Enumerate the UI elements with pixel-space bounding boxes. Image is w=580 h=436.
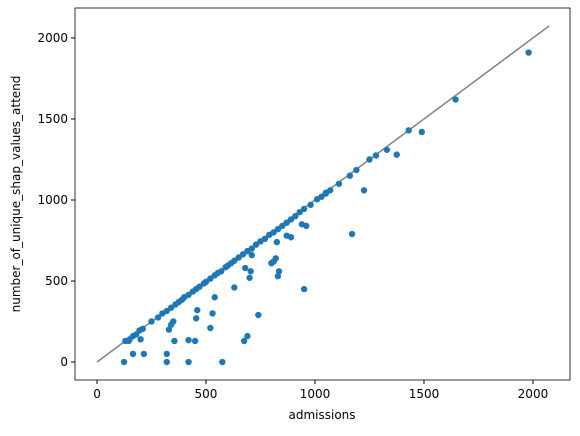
point (231, 257, 238, 264)
point (129, 350, 137, 358)
point (272, 255, 279, 262)
point (283, 219, 290, 226)
point (219, 358, 226, 366)
point (154, 314, 162, 321)
point (372, 152, 380, 159)
point (163, 358, 170, 366)
point (248, 245, 255, 252)
point (348, 230, 356, 238)
point (239, 251, 247, 258)
point (235, 254, 242, 261)
point (318, 193, 325, 200)
point (418, 128, 425, 136)
point (327, 187, 334, 194)
point (303, 222, 310, 230)
y-tick-label: 1500 (37, 112, 68, 126)
point (170, 318, 177, 325)
x-tick-label: 2000 (518, 387, 549, 401)
point (360, 187, 368, 194)
point (353, 166, 360, 174)
point (275, 268, 283, 275)
point (270, 229, 277, 236)
point (207, 275, 214, 282)
point (273, 238, 281, 246)
point (335, 180, 343, 187)
point (296, 208, 303, 216)
point (185, 291, 192, 298)
plot-frame (74, 7, 571, 381)
point (148, 318, 155, 325)
point (246, 274, 253, 281)
point (452, 96, 459, 103)
point (300, 285, 308, 293)
x-tick-label: 1500 (409, 387, 440, 401)
point (202, 278, 210, 286)
point (207, 324, 214, 332)
x-tick-label: 500 (195, 387, 218, 401)
point (248, 251, 255, 259)
point (307, 201, 314, 209)
point (393, 151, 400, 158)
point (240, 337, 248, 345)
point (140, 350, 148, 358)
point (255, 311, 262, 319)
point (292, 212, 299, 220)
point (191, 337, 199, 345)
point (194, 306, 201, 314)
point (139, 325, 146, 333)
point (231, 284, 238, 291)
point (405, 127, 412, 134)
point (192, 315, 200, 322)
y-tick-label: 0 (60, 355, 68, 369)
y-axis-label: number_of_unique_shap_values_attend (9, 76, 23, 313)
point (287, 234, 295, 241)
point (274, 225, 282, 233)
x-axis-label: admissions (288, 408, 355, 422)
point (171, 337, 178, 345)
point (185, 336, 192, 344)
point (525, 49, 532, 56)
y-tick-label: 1000 (37, 193, 68, 207)
point (167, 304, 175, 311)
point (244, 332, 251, 340)
point (120, 358, 128, 366)
x-tick-label: 1000 (300, 387, 331, 401)
point (163, 350, 170, 358)
point (252, 241, 260, 248)
point (346, 172, 354, 179)
point (218, 268, 225, 275)
x-tick-label: 0 (93, 387, 101, 401)
point (247, 268, 254, 275)
point (300, 205, 308, 213)
point (163, 307, 170, 315)
y-tick-label: 2000 (37, 31, 68, 45)
point (185, 358, 192, 366)
point (274, 272, 282, 280)
point (137, 336, 144, 343)
point (287, 216, 295, 223)
point (196, 283, 203, 290)
y-tick-label: 500 (45, 274, 68, 288)
point (209, 310, 216, 317)
point (383, 146, 391, 153)
point (211, 294, 218, 301)
point (366, 156, 373, 163)
point (279, 222, 286, 230)
point (261, 235, 269, 243)
point (165, 326, 173, 333)
point (242, 264, 249, 272)
